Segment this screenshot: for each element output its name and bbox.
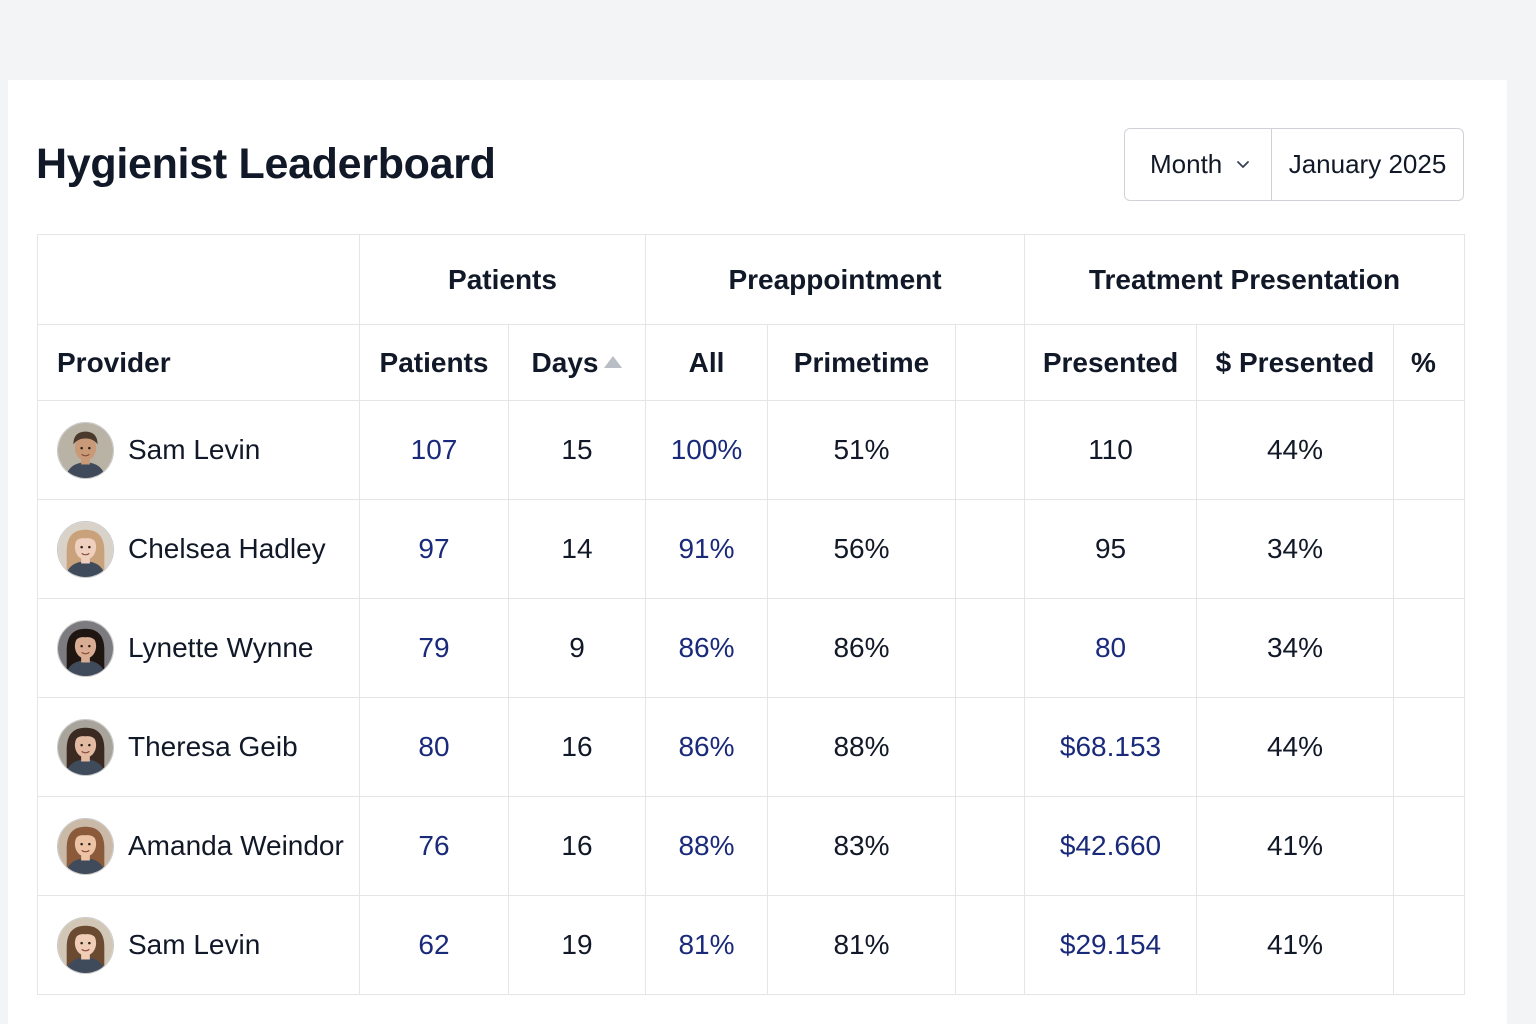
column-header-patients[interactable]: Patients: [359, 324, 509, 401]
provider-cell[interactable]: Chelsea Hadley: [37, 499, 360, 599]
provider-name: Sam Levin: [128, 434, 261, 465]
presented-value[interactable]: $42.660: [1024, 796, 1198, 896]
days-value: 16: [508, 796, 646, 896]
group-header-preappointment: Preappointment: [644, 234, 1026, 325]
percent-value: [1393, 400, 1466, 500]
period-type-label: Month: [1150, 149, 1223, 179]
group-header-treatment-presentation: Treatment Presentation: [1024, 234, 1466, 325]
days-value: 15: [508, 400, 646, 500]
period-date-label: January 2025: [1288, 149, 1447, 179]
group-header-empty: [37, 234, 360, 325]
primetime-value: 88%: [767, 697, 956, 797]
person-avatar-icon: [57, 520, 114, 578]
period-date-picker[interactable]: January 2025: [1272, 129, 1463, 200]
provider-cell[interactable]: Sam Levin: [37, 400, 360, 500]
primetime-value: 56%: [767, 499, 956, 599]
person-avatar-icon: [57, 817, 114, 875]
period-type-dropdown[interactable]: Month: [1125, 129, 1272, 200]
dollar-presented-value: 41%: [1196, 796, 1395, 896]
provider-name: Sam Levin: [128, 929, 261, 960]
days-value: 19: [508, 895, 646, 995]
column-group-header-row: Patients Preappointment Treatment Presen…: [37, 234, 1466, 325]
preappointment-all-value[interactable]: 88%: [645, 796, 768, 896]
dollar-presented-value: 41%: [1196, 895, 1395, 995]
column-header-row: Provider Patients Days All Primetime Pre…: [37, 324, 1466, 401]
column-header-all[interactable]: All: [645, 324, 768, 401]
percent-value: [1393, 598, 1466, 698]
column-header-percent[interactable]: %: [1393, 324, 1466, 401]
dollar-presented-value: 34%: [1196, 598, 1395, 698]
preappointment-all-value[interactable]: 100%: [645, 400, 768, 500]
table-row[interactable]: Sam Levin 107 15 100% 51% 110 44%: [37, 400, 1466, 500]
chevron-down-icon: [1236, 160, 1250, 170]
provider-cell[interactable]: Sam Levin: [37, 895, 360, 995]
column-header-provider[interactable]: Provider: [37, 324, 360, 401]
provider-name: Amanda Weindor: [128, 830, 344, 861]
sort-ascending-icon: [604, 355, 623, 368]
patients-value[interactable]: 80: [359, 697, 509, 797]
column-header-presented[interactable]: Presented: [1024, 324, 1198, 401]
group-header-patients: Patients: [359, 234, 646, 325]
dollar-presented-value: 44%: [1196, 400, 1395, 500]
column-header-dollar-presented[interactable]: $ Presented: [1196, 324, 1395, 401]
patients-value[interactable]: 107: [359, 400, 509, 500]
percent-value: [1393, 796, 1466, 896]
leaderboard-table: Patients Preappointment Treatment Presen…: [37, 234, 1466, 995]
leaderboard-rows: Sam Levin 107 15 100% 51% 110 44%: [37, 400, 1466, 995]
period-selector: Month January 2025: [1124, 128, 1464, 201]
primetime-value: 83%: [767, 796, 956, 896]
preappointment-all-value[interactable]: 86%: [645, 697, 768, 797]
person-avatar-icon: [57, 916, 114, 974]
table-row[interactable]: Lynette Wynne 79 9 86% 86% 80 34%: [37, 598, 1466, 698]
preappointment-all-value[interactable]: 86%: [645, 598, 768, 698]
column-header-empty: [954, 324, 1026, 401]
patients-value[interactable]: 79: [359, 598, 509, 698]
presented-value[interactable]: 80: [1024, 598, 1198, 698]
empty-cell: [954, 499, 1026, 599]
percent-value: [1393, 499, 1466, 599]
primetime-value: 51%: [767, 400, 956, 500]
empty-cell: [954, 796, 1026, 896]
empty-cell: [954, 400, 1026, 500]
table-row[interactable]: Amanda Weindor 76 16 88% 83% $42.660 41%: [37, 796, 1466, 896]
provider-name: Theresa Geib: [128, 731, 298, 762]
presented-value: 110: [1024, 400, 1198, 500]
person-avatar-icon: [57, 619, 114, 677]
provider-cell[interactable]: Lynette Wynne: [37, 598, 360, 698]
provider-cell[interactable]: Theresa Geib: [37, 697, 360, 797]
provider-name: Chelsea Hadley: [128, 533, 326, 564]
dollar-presented-value: 44%: [1196, 697, 1395, 797]
person-avatar-icon: [57, 718, 114, 776]
days-value: 14: [508, 499, 646, 599]
provider-cell[interactable]: Amanda Weindor: [37, 796, 360, 896]
column-header-primetime[interactable]: Primetime: [767, 324, 956, 401]
provider-name: Lynette Wynne: [128, 632, 314, 663]
empty-cell: [954, 697, 1026, 797]
person-avatar-icon: [57, 421, 114, 479]
empty-cell: [954, 598, 1026, 698]
percent-value: [1393, 895, 1466, 995]
primetime-value: 86%: [767, 598, 956, 698]
table-row[interactable]: Sam Levin 62 19 81% 81% $29.154 41%: [37, 895, 1466, 995]
column-header-days[interactable]: Days: [508, 324, 646, 401]
percent-value: [1393, 697, 1466, 797]
presented-value[interactable]: $29.154: [1024, 895, 1198, 995]
primetime-value: 81%: [767, 895, 956, 995]
table-row[interactable]: Chelsea Hadley 97 14 91% 56% 95 34%: [37, 499, 1466, 599]
patients-value[interactable]: 62: [359, 895, 509, 995]
days-value: 9: [508, 598, 646, 698]
preappointment-all-value[interactable]: 91%: [645, 499, 768, 599]
preappointment-all-value[interactable]: 81%: [645, 895, 768, 995]
days-value: 16: [508, 697, 646, 797]
empty-cell: [954, 895, 1026, 995]
patients-value[interactable]: 97: [359, 499, 509, 599]
presented-value: 95: [1024, 499, 1198, 599]
table-row[interactable]: Theresa Geib 80 16 86% 88% $68.153 44%: [37, 697, 1466, 797]
leaderboard-card: Hygienist Leaderboard Month January 2025: [8, 80, 1507, 1024]
dollar-presented-value: 34%: [1196, 499, 1395, 599]
patients-value[interactable]: 76: [359, 796, 509, 896]
page-title: Hygienist Leaderboard: [36, 140, 496, 188]
presented-value[interactable]: $68.153: [1024, 697, 1198, 797]
